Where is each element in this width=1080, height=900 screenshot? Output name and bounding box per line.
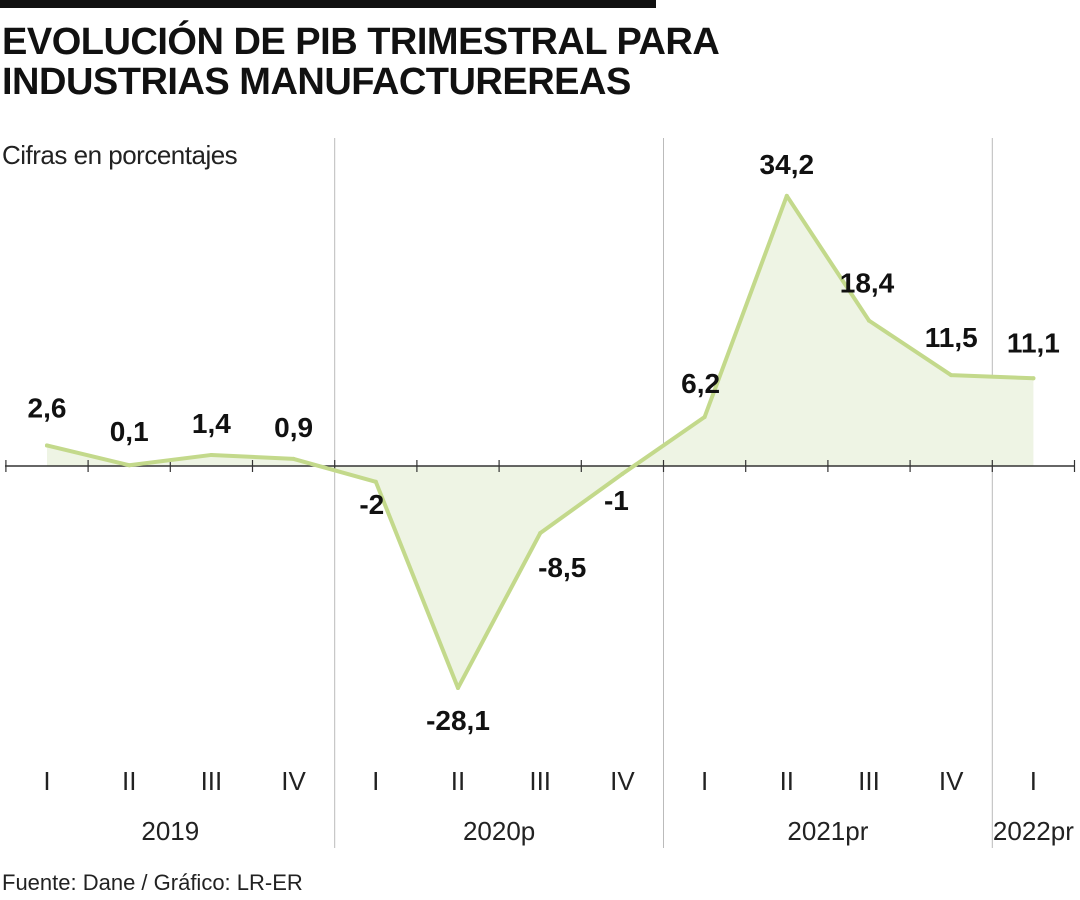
value-label: 11,1 xyxy=(1007,327,1060,358)
value-label: 34,2 xyxy=(760,149,815,180)
value-label: 11,5 xyxy=(925,322,978,353)
value-label: -1 xyxy=(604,485,629,516)
data-point xyxy=(456,685,460,690)
data-point xyxy=(1031,376,1036,381)
value-label: 0,1 xyxy=(110,416,149,447)
value-label: 1,4 xyxy=(192,408,231,439)
series-area-fill xyxy=(47,195,1034,688)
quarter-label: III xyxy=(201,766,223,796)
data-point xyxy=(209,452,214,457)
year-label: 2022pr xyxy=(993,816,1074,846)
quarter-label: I xyxy=(1030,766,1037,796)
data-point xyxy=(373,479,378,484)
data-point xyxy=(620,471,625,476)
quarter-label: II xyxy=(780,766,794,796)
value-label: -2 xyxy=(359,489,384,520)
value-label: 0,9 xyxy=(274,412,313,443)
chart-title: EVOLUCIÓN DE PIB TRIMESTRAL PARA INDUSTR… xyxy=(2,21,720,103)
data-point xyxy=(949,373,954,378)
year-label: 2019 xyxy=(141,816,199,846)
data-point xyxy=(127,463,132,468)
quarter-label: III xyxy=(529,766,551,796)
quarter-label: IV xyxy=(281,766,306,796)
data-point xyxy=(702,415,707,420)
value-label: -8,5 xyxy=(538,552,586,583)
quarter-label: I xyxy=(701,766,708,796)
quarter-label: III xyxy=(858,766,880,796)
data-point xyxy=(291,456,296,461)
value-label: -28,1 xyxy=(426,705,490,736)
source-note: Fuente: Dane / Gráfico: LR-ER xyxy=(2,870,303,895)
quarter-label: I xyxy=(372,766,379,796)
chart-subtitle: Cifras en porcentajes xyxy=(2,140,238,170)
year-label: 2021pr xyxy=(787,816,868,846)
data-point xyxy=(784,193,789,198)
data-point xyxy=(538,531,543,536)
value-label: 18,4 xyxy=(840,268,895,299)
value-label: 2,6 xyxy=(28,392,67,423)
title-rule xyxy=(0,0,656,8)
data-point xyxy=(867,318,871,323)
value-label: 6,2 xyxy=(681,368,720,399)
quarter-label: II xyxy=(451,766,465,796)
quarter-label: II xyxy=(122,766,136,796)
quarter-label: IV xyxy=(610,766,635,796)
data-point xyxy=(45,443,49,448)
quarter-label: I xyxy=(43,766,50,796)
quarter-label: IV xyxy=(939,766,964,796)
year-label: 2020p xyxy=(463,816,535,846)
chart-title-line-2: INDUSTRIAS MANUFACTUREREAS xyxy=(2,61,631,103)
chart-title-line-1: EVOLUCIÓN DE PIB TRIMESTRAL PARA xyxy=(2,21,720,63)
